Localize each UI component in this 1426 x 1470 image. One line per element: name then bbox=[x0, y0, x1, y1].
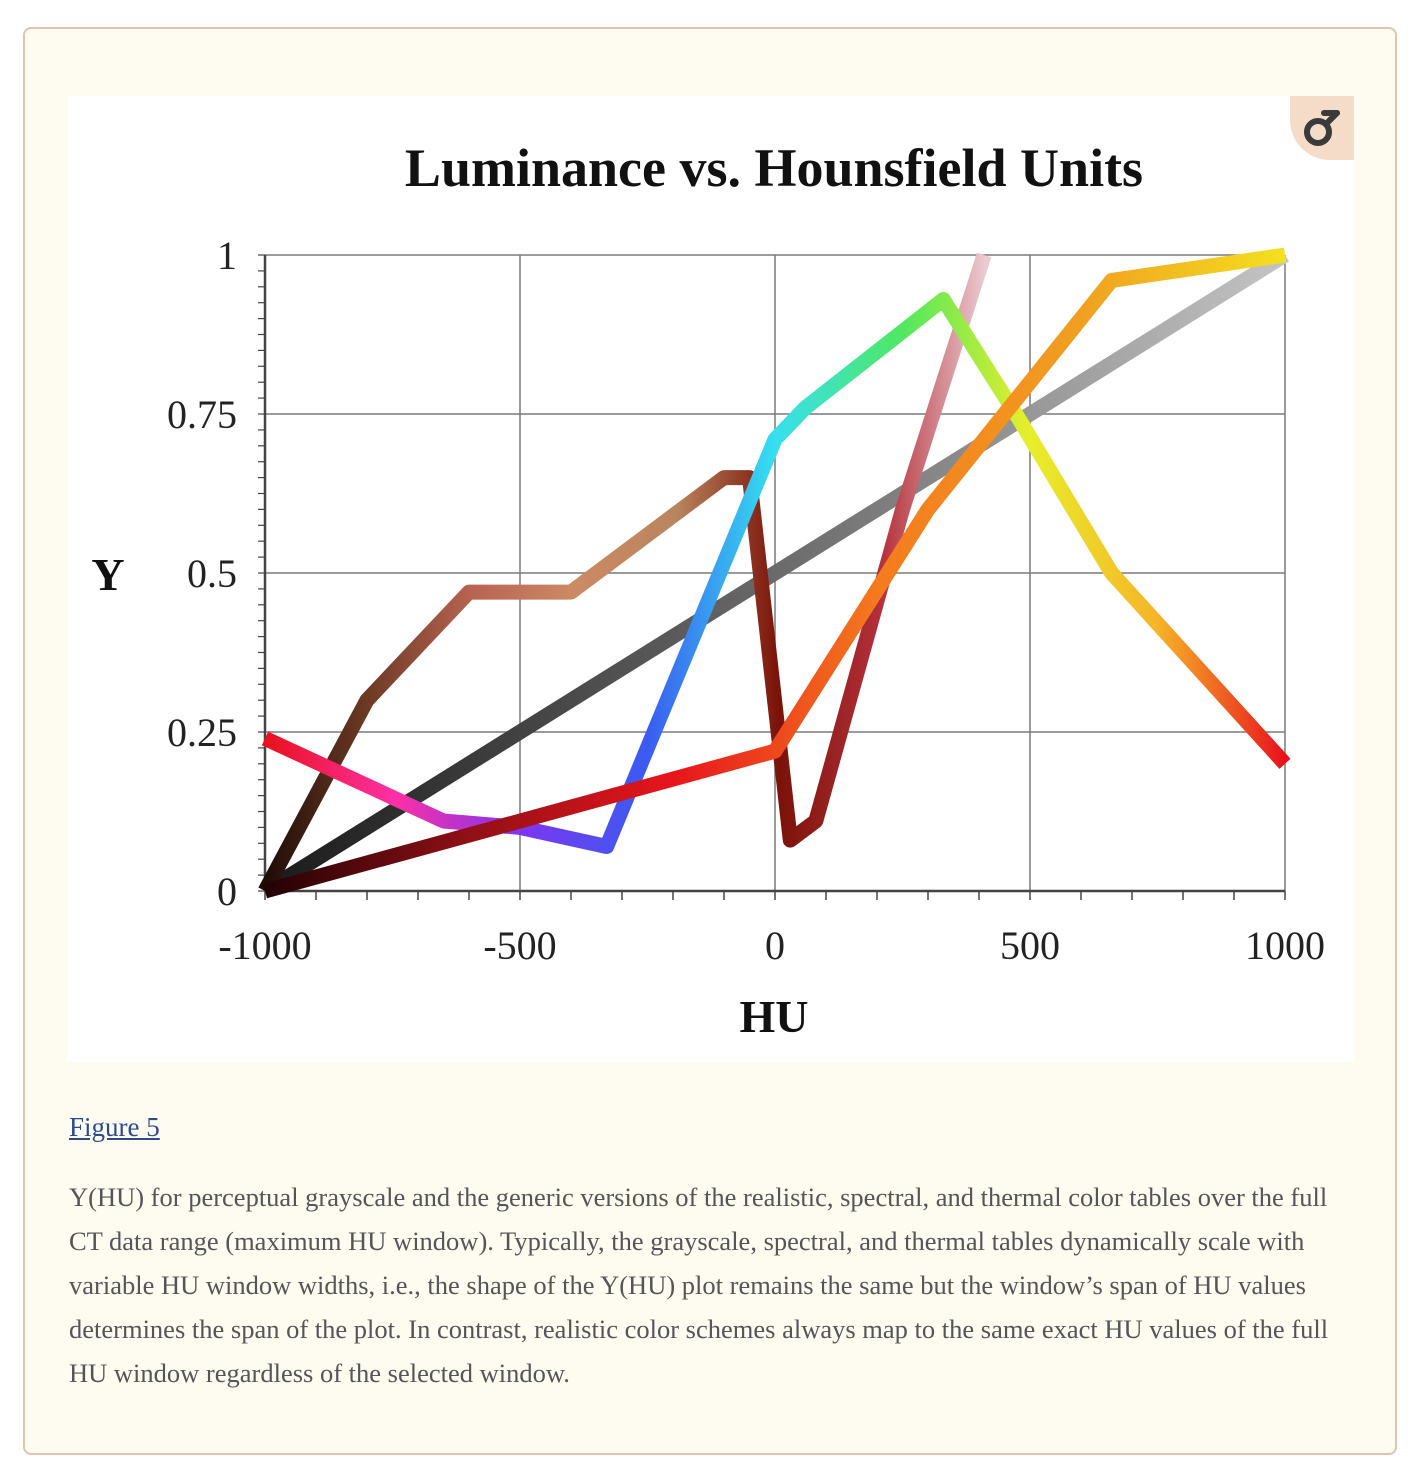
y-tick-label: 0.25 bbox=[167, 710, 237, 755]
series-line-realistic bbox=[258, 252, 992, 895]
x-tick-label: 0 bbox=[765, 923, 785, 968]
x-tick-label: 500 bbox=[1000, 923, 1060, 968]
figure-caption: Y(HU) for perceptual grayscale and the g… bbox=[69, 1182, 1329, 1388]
y-axis-label: Y bbox=[91, 549, 124, 600]
x-axis-label: HU bbox=[740, 991, 809, 1042]
chart-svg: Luminance vs. Hounsfield Units -1000 -500… bbox=[91, 138, 1325, 1042]
x-tick-label: 1000 bbox=[1245, 923, 1325, 968]
series-line-thermal bbox=[263, 247, 1287, 899]
magnifier-icon bbox=[1304, 110, 1340, 146]
chart-axes: -1000 -500 0 500 1000 0 0.25 0.5 0.75 1 bbox=[167, 233, 1325, 968]
y-tick-label: 0.75 bbox=[167, 392, 237, 437]
chart-series bbox=[258, 247, 1291, 899]
y-tick-label: 1 bbox=[217, 233, 237, 278]
magnify-button[interactable] bbox=[1290, 96, 1354, 160]
chart-figure[interactable]: Luminance vs. Hounsfield Units -1000 -500… bbox=[68, 96, 1354, 1062]
series-line-grayscale bbox=[261, 248, 1289, 898]
y-tick-label: 0.5 bbox=[187, 551, 237, 596]
figure-link[interactable]: Figure 5 bbox=[69, 1112, 160, 1142]
x-tick-label: -500 bbox=[483, 923, 556, 968]
y-tick-label: 0 bbox=[217, 869, 237, 914]
chart-title: Luminance vs. Hounsfield Units bbox=[405, 138, 1143, 198]
x-tick-label: -1000 bbox=[218, 923, 311, 968]
